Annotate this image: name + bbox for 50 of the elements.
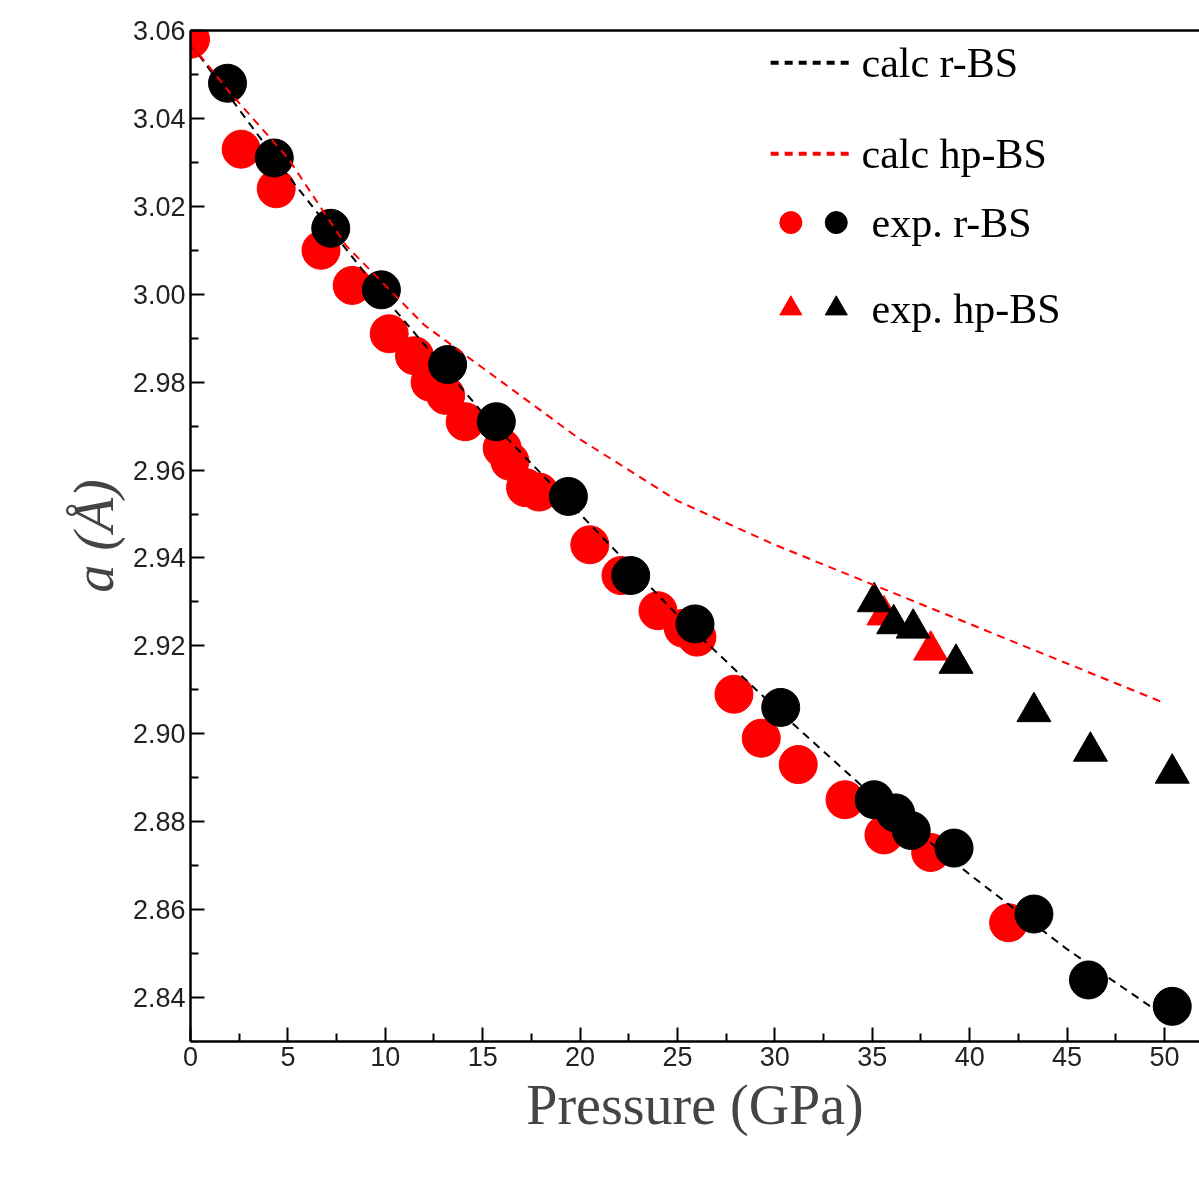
y-tick-label: 2.90	[132, 719, 186, 750]
y-tick-label: 2.86	[132, 895, 186, 926]
point	[714, 674, 754, 714]
x-axis-title: Pressure (GPa)	[526, 1073, 864, 1137]
y-tick-label: 2.88	[132, 807, 186, 838]
x-tick-label: 20	[565, 1041, 596, 1072]
point	[548, 476, 588, 516]
y-tick-label: 3.04	[132, 103, 186, 134]
y-tick-label: 3.02	[132, 191, 186, 222]
x-tick-label: 35	[857, 1041, 888, 1072]
legend-label: calc r-BS	[861, 39, 1019, 86]
x-tick-label: 50	[1149, 1041, 1180, 1072]
point	[741, 718, 781, 758]
y-tick-label: 2.94	[132, 543, 186, 574]
point	[1152, 986, 1192, 1026]
legend-label: calc hp-BS	[861, 130, 1047, 177]
y-axis-title: a (Å)	[62, 479, 126, 593]
y-tick-label: 3.06	[132, 16, 186, 46]
point	[1068, 960, 1108, 1000]
point	[611, 556, 651, 596]
point	[221, 129, 261, 169]
legend-label: exp. hp-BS	[871, 285, 1061, 332]
point	[208, 63, 248, 103]
point	[1014, 894, 1054, 934]
x-tick-label: 10	[370, 1041, 401, 1072]
x-tick-label: 45	[1052, 1041, 1083, 1072]
x-tick-label: 40	[954, 1041, 985, 1072]
x-tick-label: 5	[280, 1041, 296, 1072]
y-tick-label: 2.98	[132, 367, 186, 398]
y-tick-label: 2.92	[132, 631, 186, 662]
point	[761, 687, 801, 727]
x-tick-label: 15	[467, 1041, 498, 1072]
point	[675, 604, 715, 644]
point	[778, 745, 818, 785]
x-tick-label: 30	[759, 1041, 790, 1072]
x-tick-label: 25	[662, 1041, 693, 1072]
point	[934, 828, 974, 868]
point	[570, 525, 610, 565]
point	[428, 345, 468, 385]
y-tick-label: 2.96	[132, 455, 186, 486]
point	[254, 138, 294, 178]
point	[476, 402, 516, 442]
point	[361, 270, 401, 310]
point	[369, 314, 409, 354]
point	[311, 208, 351, 248]
y-tick-label: 3.00	[132, 279, 186, 310]
point	[891, 811, 931, 850]
x-tick-label: 0	[182, 1041, 199, 1072]
y-tick-label: 2.84	[132, 983, 186, 1014]
legend-label: exp. r-BS	[871, 199, 1032, 246]
